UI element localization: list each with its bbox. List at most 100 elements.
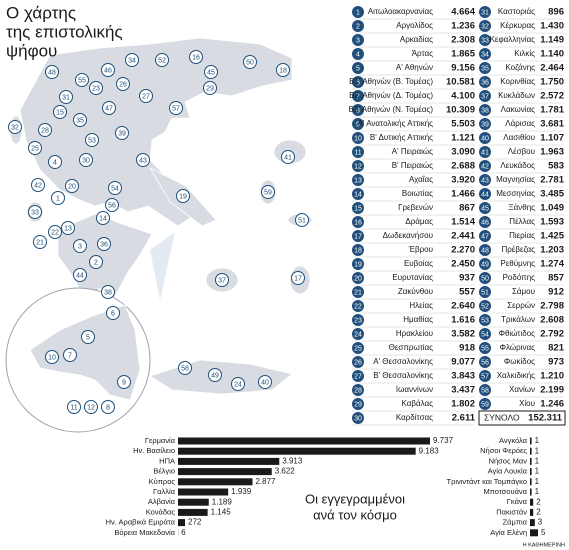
map-marker: [261, 185, 275, 199]
row-badge: [352, 202, 364, 214]
bar-label: Αγία Λουκία: [488, 467, 528, 476]
bar: [530, 457, 532, 465]
row-badge: [479, 300, 491, 312]
row-badge: [352, 286, 364, 298]
map-marker: [81, 330, 95, 344]
bar-value: 1: [535, 457, 540, 466]
map-marker: [136, 153, 150, 167]
row-name: Ζακύνθου: [398, 287, 433, 296]
row-name: Πρέβεζας: [501, 245, 535, 254]
map-marker: [75, 73, 89, 87]
row-badge: [352, 370, 364, 382]
map-marker-label: 49: [211, 372, 219, 379]
row-number: 57: [481, 373, 489, 380]
row-badge: [352, 356, 364, 368]
row-name: Αιτωλοακαρνανίας: [368, 7, 433, 16]
map-marker-label: 19: [179, 193, 187, 200]
row-number: 41: [481, 149, 489, 156]
row-badge: [352, 76, 364, 88]
total-value: 152.311: [528, 413, 563, 424]
row-name: Ρεθύμνης: [500, 259, 535, 268]
map-marker: [101, 285, 115, 299]
row-badge: [352, 6, 364, 18]
map-marker-label: 20: [68, 183, 76, 190]
row-badge: [479, 244, 491, 256]
row-value: 1.210: [540, 371, 564, 382]
bar-label: Ην. Βασίλειο: [133, 446, 175, 455]
bar-value: 1.145: [211, 508, 232, 517]
row-value: 3.485: [540, 189, 564, 200]
row-name: Ξάνθης: [508, 203, 535, 212]
row-name: Σερρών: [507, 301, 535, 310]
row-number: 51: [481, 289, 489, 296]
row-value: 2.640: [451, 301, 475, 312]
row-badge: [479, 34, 491, 46]
map-marker-label: 9: [122, 379, 126, 386]
row-value: 2.199: [540, 385, 564, 396]
row-badge: [352, 412, 364, 424]
row-name: Κυκλάδων: [498, 91, 535, 100]
map-marker: [73, 239, 87, 253]
map-marker: [101, 63, 115, 77]
bar-value: 6: [181, 528, 186, 537]
map-marker-label: 6: [111, 310, 115, 317]
row-badge: [352, 272, 364, 284]
row-badge: [352, 62, 364, 74]
row-name: Ροδόπης: [503, 273, 536, 282]
row-name: Κέρκυρας: [500, 21, 535, 30]
row-value: 2.270: [451, 245, 475, 256]
bar-label: Αγία Ελένη: [490, 528, 527, 537]
row-badge: [479, 90, 491, 102]
row-number: 56: [481, 359, 489, 366]
map-marker: [31, 178, 45, 192]
map-marker-label: 28: [41, 127, 49, 134]
row-badge: [352, 230, 364, 242]
bar-label: ΗΠΑ: [159, 456, 175, 465]
bar-label: Κύπρος: [149, 477, 176, 486]
bar: [178, 519, 186, 527]
row-name: Β1' Αθηνών (Β. Τομέας): [349, 77, 433, 86]
row-value: 2.308: [451, 35, 475, 46]
row-badge: [352, 48, 364, 60]
title-line: Ο χάρτης: [6, 3, 76, 22]
row-badge: [479, 188, 491, 200]
row-number: 4: [356, 51, 360, 58]
bar-value: 1.189: [212, 497, 233, 506]
row-value: 5.503: [451, 119, 475, 130]
row-number: 37: [481, 93, 489, 100]
row-value: 1.865: [451, 49, 475, 60]
row-badge: [479, 258, 491, 270]
map-marker-label: 51: [298, 217, 306, 224]
row-number: 47: [481, 233, 489, 240]
row-number: 8: [356, 107, 360, 114]
map-marker-label: 22: [51, 229, 59, 236]
map-marker-label: 26: [119, 81, 127, 88]
bar-label: Ζάμπια: [503, 518, 528, 527]
row-name: Τρικάλων: [501, 315, 535, 324]
attica: [29, 304, 141, 401]
row-number: 18: [354, 247, 362, 254]
row-number: 50: [481, 275, 489, 282]
map-marker-label: 42: [34, 182, 42, 189]
row-number: 54: [481, 331, 489, 338]
map-marker-label: 5: [86, 334, 90, 341]
bar: [178, 457, 280, 465]
row-badge: [352, 398, 364, 410]
bar-value: 1: [535, 467, 540, 476]
bar-value: 272: [188, 518, 202, 527]
map-marker-label: 38: [104, 289, 112, 296]
map-marker: [155, 53, 169, 67]
row-name: Κοζάνης: [505, 63, 535, 72]
row-name: Λακωνίας: [501, 105, 536, 114]
row-name: Αχαΐας: [409, 175, 433, 184]
bar-label: Βέλγιο: [153, 467, 175, 476]
row-number: 42: [481, 163, 489, 170]
row-badge: [352, 118, 364, 130]
map-marker: [33, 235, 47, 249]
row-badge: [479, 6, 491, 18]
row-number: 36: [481, 79, 489, 86]
map-marker-label: 58: [181, 365, 189, 372]
map-marker: [73, 113, 87, 127]
map-marker: [73, 268, 87, 282]
row-value: 821: [548, 343, 565, 354]
